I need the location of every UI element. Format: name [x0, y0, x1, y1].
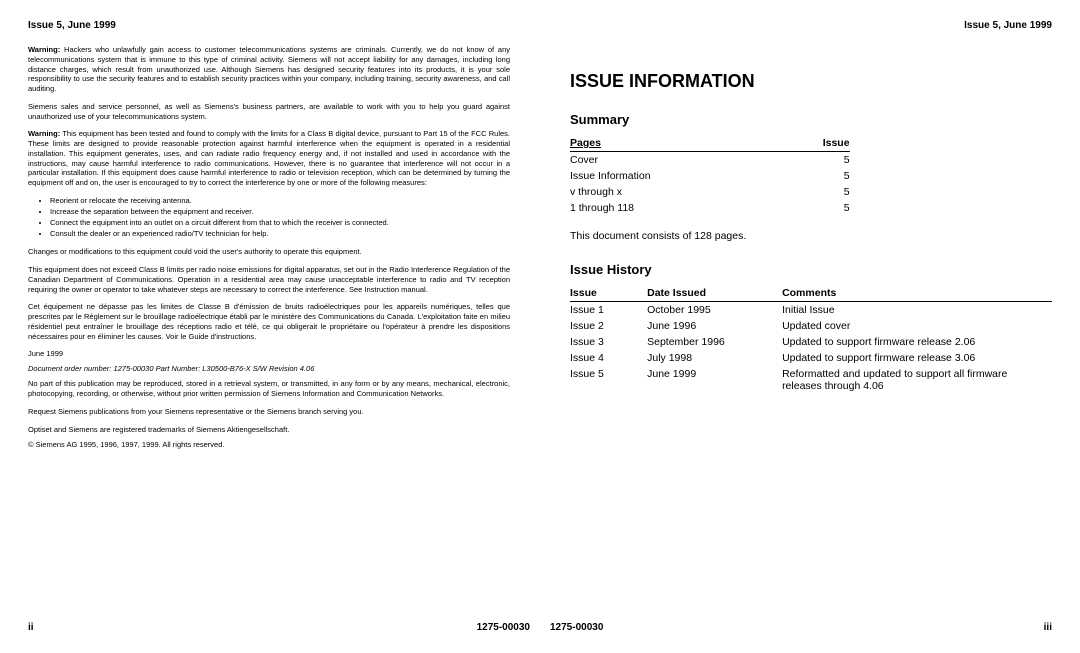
- para-sales: Siemens sales and service personnel, as …: [28, 102, 510, 122]
- left-doc-number: 1275-00030: [477, 622, 530, 633]
- summary-table: Pages Issue Cover5Issue Information5v th…: [570, 135, 850, 216]
- summary-col-pages: Pages: [570, 135, 780, 152]
- right-header: Issue 5, June 1999: [570, 20, 1052, 31]
- table-row: Cover5: [570, 152, 850, 169]
- left-page-number: ii: [28, 622, 34, 633]
- summary-issue-cell: 5: [780, 184, 850, 200]
- measures-list: Reorient or relocate the receiving anten…: [50, 196, 510, 240]
- history-comments-cell: Reformatted and updated to support all f…: [782, 366, 1052, 394]
- history-table: Issue Date Issued Comments Issue 1Octobe…: [570, 285, 1052, 394]
- table-row: v through x5: [570, 184, 850, 200]
- right-doc-number: 1275-00030: [550, 622, 603, 633]
- history-issue-cell: Issue 4: [570, 350, 647, 366]
- right-page-number: iii: [1044, 622, 1052, 633]
- bullet-3: Connect the equipment into an outlet on …: [50, 218, 510, 228]
- date-line: June 1999: [28, 349, 510, 358]
- history-date-cell: June 1999: [647, 366, 782, 394]
- para-changes: Changes or modifications to this equipme…: [28, 247, 510, 257]
- doc-order-line: Document order number: 1275-00030 Part N…: [28, 364, 510, 373]
- table-row: Issue 1October 1995Initial Issue: [570, 302, 1052, 319]
- bullet-2: Increase the separation between the equi…: [50, 207, 510, 217]
- history-header-row: Issue Date Issued Comments: [570, 285, 1052, 302]
- table-row: Issue 5June 1999Reformatted and updated …: [570, 366, 1052, 394]
- history-comments-cell: Updated to support firmware release 3.06: [782, 350, 1052, 366]
- para-copyright: No part of this publication may be repro…: [28, 379, 510, 399]
- history-date-cell: June 1996: [647, 318, 782, 334]
- history-date-cell: October 1995: [647, 302, 782, 319]
- summary-heading: Summary: [570, 112, 1052, 127]
- summary-pages-cell: 1 through 118: [570, 200, 780, 216]
- warning-para-1: Warning: Hackers who unlawfully gain acc…: [28, 45, 510, 94]
- right-footer: 1275-00030 iii: [550, 622, 1052, 633]
- bullet-4: Consult the dealer or an experienced rad…: [50, 229, 510, 239]
- warning-label-2: Warning:: [28, 129, 60, 138]
- bullet-1: Reorient or relocate the receiving anten…: [50, 196, 510, 206]
- summary-issue-cell: 5: [780, 200, 850, 216]
- history-issue-cell: Issue 1: [570, 302, 647, 319]
- summary-col-issue: Issue: [780, 135, 850, 152]
- para-canada-fr: Cet équipement ne dépasse pas les limite…: [28, 302, 510, 341]
- summary-header-row: Pages Issue: [570, 135, 850, 152]
- summary-issue-cell: 5: [780, 152, 850, 169]
- history-comments-cell: Updated to support firmware release 2.06: [782, 334, 1052, 350]
- history-col-date: Date Issued: [647, 285, 782, 302]
- summary-pages-cell: v through x: [570, 184, 780, 200]
- history-col-comments: Comments: [782, 285, 1052, 302]
- table-row: Issue 4July 1998Updated to support firmw…: [570, 350, 1052, 366]
- summary-issue-cell: 5: [780, 168, 850, 184]
- table-row: 1 through 1185: [570, 200, 850, 216]
- warning-label-1: Warning:: [28, 45, 60, 54]
- rights-line: © Siemens AG 1995, 1996, 1997, 1999. All…: [28, 440, 510, 449]
- history-issue-cell: Issue 2: [570, 318, 647, 334]
- para-canada-en: This equipment does not exceed Class B l…: [28, 265, 510, 294]
- history-col-issue: Issue: [570, 285, 647, 302]
- warning-text-2: This equipment has been tested and found…: [28, 129, 510, 187]
- para-request: Request Siemens publications from your S…: [28, 407, 510, 417]
- table-row: Issue 2June 1996Updated cover: [570, 318, 1052, 334]
- table-row: Issue 3September 1996Updated to support …: [570, 334, 1052, 350]
- warning-text-1: Hackers who unlawfully gain access to cu…: [28, 45, 510, 93]
- history-issue-cell: Issue 3: [570, 334, 647, 350]
- left-header: Issue 5, June 1999: [28, 20, 510, 31]
- history-date-cell: July 1998: [647, 350, 782, 366]
- right-page: Issue 5, June 1999 ISSUE INFORMATION Sum…: [540, 20, 1062, 633]
- history-comments-cell: Initial Issue: [782, 302, 1052, 319]
- history-issue-cell: Issue 5: [570, 366, 647, 394]
- page-count-note: This document consists of 128 pages.: [570, 230, 1052, 242]
- warning-para-2: Warning: This equipment has been tested …: [28, 129, 510, 188]
- history-comments-cell: Updated cover: [782, 318, 1052, 334]
- summary-pages-cell: Cover: [570, 152, 780, 169]
- summary-pages-cell: Issue Information: [570, 168, 780, 184]
- page-title: ISSUE INFORMATION: [570, 71, 1052, 92]
- history-date-cell: September 1996: [647, 334, 782, 350]
- table-row: Issue Information5: [570, 168, 850, 184]
- left-page: Issue 5, June 1999 Warning: Hackers who …: [18, 20, 540, 633]
- history-heading: Issue History: [570, 262, 1052, 277]
- left-footer: ii 1275-00030: [28, 622, 530, 633]
- trademark-line: Optiset and Siemens are registered trade…: [28, 425, 510, 434]
